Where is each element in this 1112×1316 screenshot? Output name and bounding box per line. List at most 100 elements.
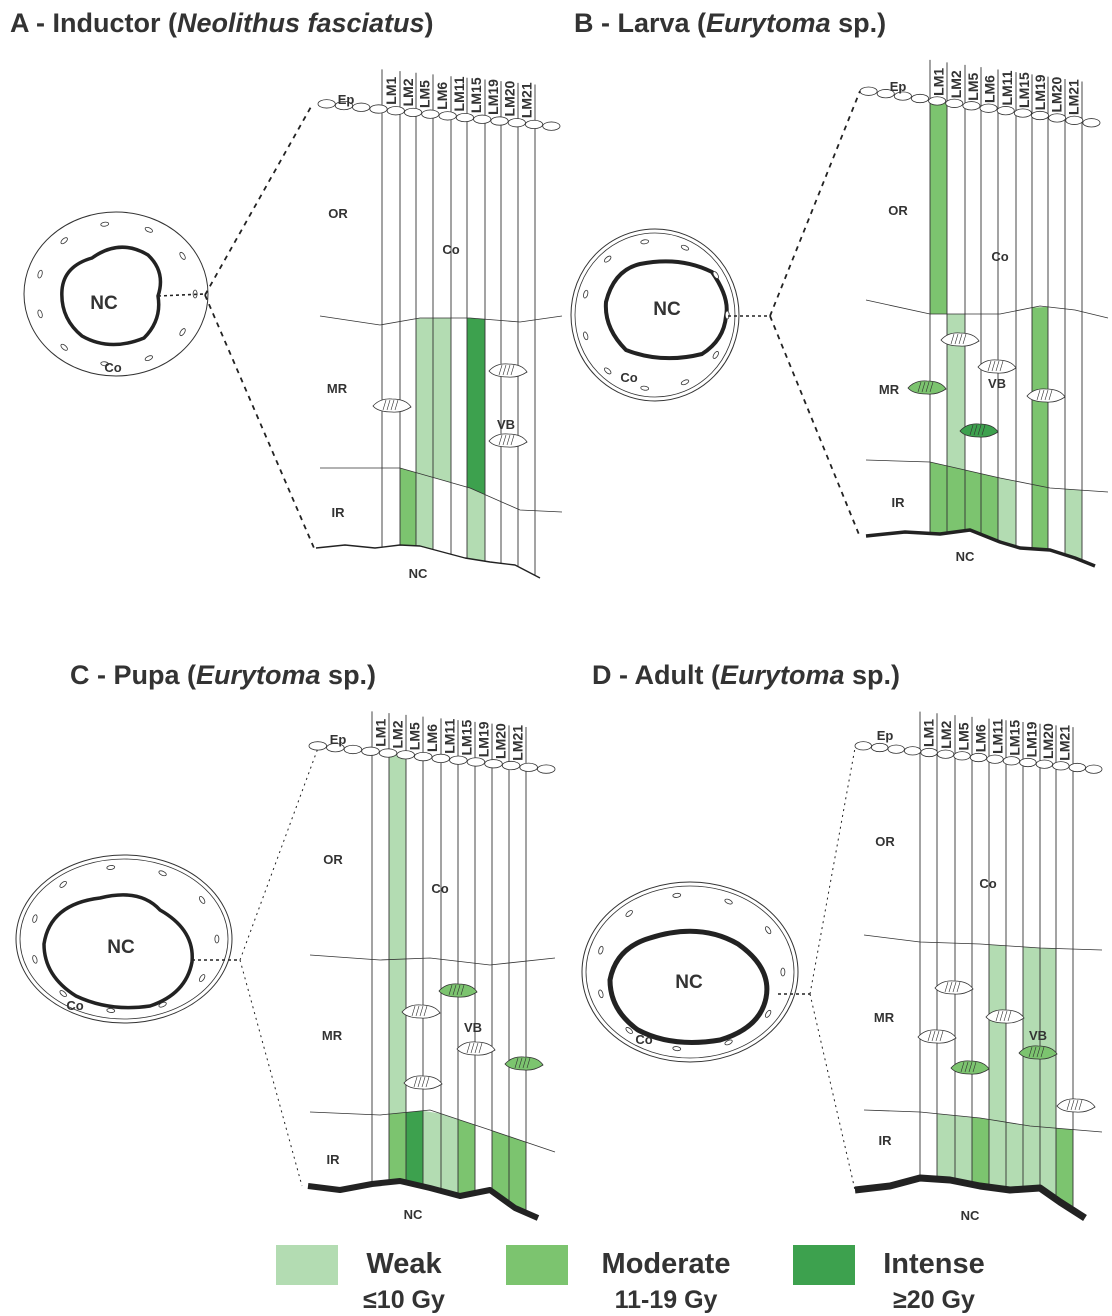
cell-b-lm11-ir <box>998 477 1016 547</box>
epidermis-cell <box>369 104 388 114</box>
vascular-bundle-stripe <box>448 984 453 996</box>
vascular-bundle-shape <box>934 980 974 995</box>
connector-line-top <box>809 747 856 995</box>
cell-c-lm20-ir <box>492 1130 509 1204</box>
vascular-bundle-stripe <box>502 364 507 376</box>
epidermis-cell <box>1031 110 1049 121</box>
vascular-bundle-stripe <box>995 360 1000 372</box>
vascular-bundle-stripe <box>927 1030 932 1042</box>
marker-label-c-lm21: LM21 <box>510 725 526 761</box>
vascular-bundle-shape <box>401 1004 441 1019</box>
vascular-bundle-stripe <box>478 1042 483 1054</box>
cross-section-d <box>581 747 856 1191</box>
epidermis-cell <box>893 91 912 101</box>
marker-label-d-lm1: LM1 <box>921 719 937 747</box>
cell-d-lm19-ir <box>1023 1124 1040 1190</box>
cell-b-lm2-ir <box>947 465 965 534</box>
epidermis-cell <box>904 746 922 756</box>
nerve-cord-boundary-b <box>865 528 1096 568</box>
vascular-bundle-shape <box>950 1060 990 1075</box>
marker-label-c-lm19: LM19 <box>476 721 492 757</box>
label-nc-cross-section-d: NC <box>675 972 703 993</box>
marker-label-c-lm2: LM2 <box>390 720 406 748</box>
vascular-bundle-shape <box>488 363 528 378</box>
label-vb-d: VB <box>1029 1028 1047 1043</box>
cross-section-bundle-mark <box>179 251 186 260</box>
cross-section-bundle-mark <box>32 914 38 923</box>
marker-label-d-lm2: LM2 <box>938 721 954 749</box>
or-boundary-b <box>865 299 1109 319</box>
legend-name-intense: Intense <box>883 1248 985 1280</box>
vascular-bundle-d-4 <box>1018 1045 1058 1060</box>
marker-label-c-lm6: LM6 <box>424 724 440 752</box>
marker-label-a-lm19: LM19 <box>485 79 501 115</box>
cross-section-bundle-mark <box>158 1001 167 1008</box>
vascular-bundle-c-4 <box>403 1075 443 1090</box>
vascular-bundle-b-0 <box>940 332 980 347</box>
label-ir-c: IR <box>327 1152 341 1167</box>
epidermis-cell <box>386 106 405 116</box>
label-co-cross-section-c: Co <box>66 998 83 1013</box>
vascular-bundle-stripe <box>921 381 926 393</box>
vascular-bundle-c-3 <box>504 1056 544 1071</box>
cross-section-bundle-mark <box>198 896 206 904</box>
vascular-bundle-stripe <box>1032 1046 1037 1058</box>
vascular-bundle-a-2 <box>488 433 528 448</box>
panel-title-b-suffix: sp.) <box>830 8 887 38</box>
epidermis-cell <box>859 86 878 96</box>
epidermis-cell <box>1082 118 1101 128</box>
diagram-canvas: LM1 LM2 LM5 LM6 LM11 LM15 LM19 LM20 LM21EpORMRIR… <box>15 59 1109 1223</box>
epidermis-cell <box>352 102 371 112</box>
label-mr-a: MR <box>327 381 348 396</box>
marker-label-c-lm20: LM20 <box>493 723 509 759</box>
cross-section-bundle-mark <box>724 310 730 320</box>
vascular-bundle-stripe <box>944 981 949 993</box>
label-ep-d: Ep <box>877 728 894 743</box>
epidermis-cell <box>1065 115 1084 125</box>
label-co-d: Co <box>979 876 996 891</box>
vascular-bundle-stripe <box>987 360 992 372</box>
epidermis-cell <box>1068 762 1086 773</box>
cell-c-lm15-ir <box>458 1119 475 1196</box>
cross-section-bundle-mark <box>672 892 682 898</box>
panel-title-d-species: Eurytoma <box>719 660 845 690</box>
cross-section-bundle-mark <box>598 945 604 955</box>
cortex-inner-outline <box>19 858 229 1020</box>
label-vb-b: VB <box>988 376 1006 391</box>
vascular-bundle-shape <box>1018 1045 1058 1060</box>
cell-c-lm6-ir <box>423 1110 441 1191</box>
cell-a-lm5-ir <box>416 472 433 550</box>
marker-label-a-lm2: LM2 <box>400 78 416 106</box>
legend-swatch-intense <box>793 1245 855 1285</box>
nerve-cord-outline <box>603 259 729 361</box>
vascular-bundle-stripe <box>973 424 978 436</box>
legend-name-moderate: Moderate <box>601 1248 731 1280</box>
label-co-b: Co <box>991 249 1008 264</box>
text-layer: LM1 LM2 LM5 LM6 LM11 LM15 LM19 LM20 LM21EpORMRIR… <box>66 68 1081 1223</box>
cross-section-bundle-mark <box>780 967 786 977</box>
epidermis-cell <box>501 760 521 771</box>
epidermis-cell <box>928 96 947 106</box>
legend-range-weak: ≤10 Gy <box>363 1286 445 1314</box>
cell-d-lm2-ir <box>937 1113 955 1181</box>
vascular-bundle-stripe <box>981 424 986 436</box>
label-mr-d: MR <box>874 1010 895 1025</box>
cell-c-lm2-mr <box>389 958 406 1115</box>
epidermis-cell <box>936 749 955 759</box>
epidermis-cell <box>449 755 468 765</box>
vascular-bundle-stripe <box>948 981 953 993</box>
cross-section-bundle-mark <box>60 343 68 351</box>
vascular-bundle-shape <box>488 433 528 448</box>
vascular-bundle-stripe <box>514 1057 519 1069</box>
cell-a-lm5-mr <box>416 318 433 478</box>
epidermis-cell <box>361 746 380 756</box>
vascular-bundle-stripe <box>394 399 399 411</box>
vascular-bundle-stripe <box>423 1005 428 1017</box>
panel-title-b-prefix: B - Larva ( <box>574 8 707 38</box>
connector-line-bottom <box>809 993 856 1191</box>
cross-section-bundle-mark <box>37 269 43 279</box>
cell-a-lm15-mr <box>467 318 485 495</box>
connector-line-bottom <box>769 315 861 538</box>
connector-line-bottom <box>239 959 303 1187</box>
connector-line-top <box>769 90 861 317</box>
